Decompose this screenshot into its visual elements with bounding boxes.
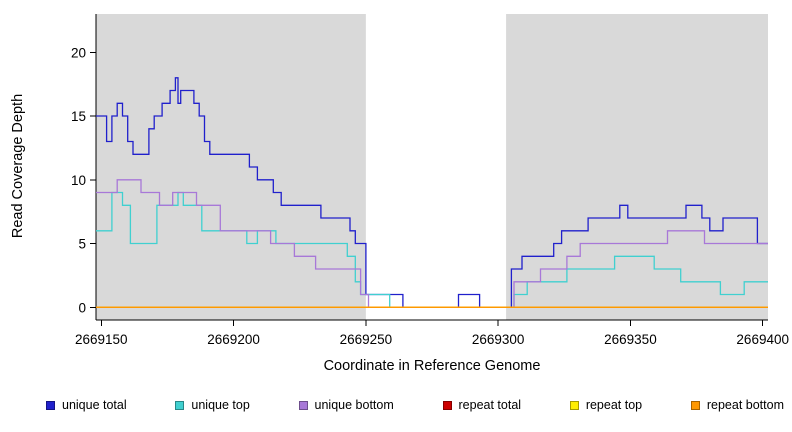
repeat-bottom-swatch-icon [690,400,700,410]
y-tick-label: 15 [71,109,86,124]
legend-label: repeat total [458,398,522,412]
repeat-top-swatch-icon [569,400,579,410]
series-unique-total [96,77,768,308]
legend-label: unique top [191,398,250,412]
legend-item-repeat-bottom: repeat bottom [690,398,784,412]
series-unique-bottom [96,179,768,308]
x-tick-label: 2669400 [736,332,789,347]
chart-svg: 2669150 2669200 2669250 2669300 2669350 26694… [71,14,789,347]
series-unique-top [96,191,768,308]
y-tick-label: 20 [71,45,86,60]
legend-label: repeat bottom [706,398,784,412]
legend-label: unique total [62,398,127,412]
x-tick-label: 2669150 [75,332,128,347]
legend-label: unique bottom [314,398,394,412]
x-axis-title: Coordinate in Reference Genome [323,358,541,374]
x-tick-label: 2669200 [207,332,260,347]
x-tick-label: 2669350 [604,332,657,347]
shaded-region [506,14,768,320]
unique-total-swatch-icon [46,400,55,410]
y-axis-title: Read Coverage Depth [10,93,26,239]
legend-item-repeat-total: repeat total [442,398,522,412]
unique-bottom-swatch-icon [298,400,308,410]
legend-label: repeat top [585,398,643,412]
x-tick-label: 2669300 [472,332,525,347]
x-tick-label: 2669250 [340,332,393,347]
legend-item-repeat-top: repeat top [569,398,643,412]
legend: unique total unique top unique bottom re… [46,398,784,412]
shaded-region [96,14,366,320]
unique-top-swatch-icon [175,400,185,410]
repeat-total-swatch-icon [442,400,452,410]
legend-item-unique-top: unique top [175,398,250,412]
y-tick-label: 0 [78,300,86,315]
legend-item-unique-total: unique total [46,398,127,412]
y-tick-label: 10 [71,173,86,188]
legend-item-unique-bottom: unique bottom [298,398,394,412]
y-tick-label: 5 [78,237,86,252]
